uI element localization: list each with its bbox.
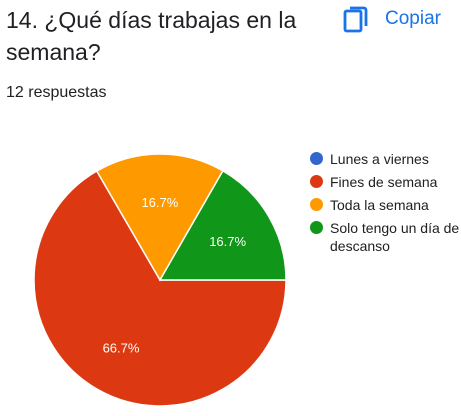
copy-icon: [343, 5, 369, 33]
legend-label: Fines de semana: [330, 174, 438, 190]
legend-label: Toda la semana: [330, 197, 429, 213]
legend-label: Solo tengo un día de descanso: [330, 220, 460, 254]
copy-button[interactable]: Copiar: [343, 4, 441, 34]
pie-slice-3: [158, 169, 287, 281]
legend-swatch: [310, 175, 323, 188]
pie-slice-label-1: 66.7%: [103, 341, 140, 356]
legend-swatch: [310, 152, 323, 165]
legend-item-2: Toda la semana: [310, 196, 460, 214]
legend-item-1: Fines de semana: [310, 173, 460, 191]
legend-item-3: Solo tengo un día de descanso: [310, 219, 460, 255]
legend-item-0: Lunes a viernes: [310, 150, 460, 168]
pie-labels: 66.7% 16.7% 16.7%: [103, 195, 247, 356]
pie-slice-label-2: 16.7%: [141, 195, 178, 210]
pie-slices: [33, 153, 287, 407]
question-title: 14. ¿Qué días trabajas en la semana?: [6, 7, 297, 65]
pie-slice-1: [33, 169, 287, 407]
copy-label: Copiar: [385, 8, 441, 29]
chart-legend: Lunes a viernes Fines de semana Toda la se…: [310, 150, 460, 260]
legend-label: Lunes a viernes: [330, 151, 429, 167]
pie-slice-label-3: 16.7%: [209, 234, 246, 249]
legend-swatch: [310, 198, 323, 211]
pie-slice-2: [95, 153, 224, 282]
legend-swatch: [310, 221, 323, 234]
response-count: 12 respuestas: [6, 84, 107, 101]
